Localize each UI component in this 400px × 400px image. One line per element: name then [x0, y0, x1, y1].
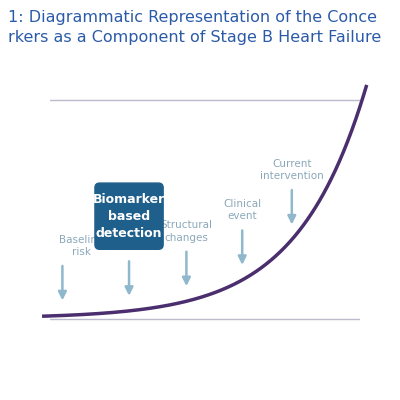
Text: Earliest
molecular
detection: Earliest molecular detection [103, 218, 155, 252]
Text: Baseline
risk: Baseline risk [59, 234, 104, 257]
Text: rkers as a Component of Stage B Heart Failure: rkers as a Component of Stage B Heart Fa… [8, 30, 381, 45]
FancyBboxPatch shape [95, 183, 163, 249]
Text: Clinical
event: Clinical event [223, 199, 261, 222]
Text: 1: Diagrammatic Representation of the Conce: 1: Diagrammatic Representation of the Co… [8, 10, 377, 25]
Text: Structural
changes: Structural changes [160, 220, 212, 243]
Text: Current
intervention: Current intervention [260, 159, 324, 181]
Text: Biomarker
based
detection: Biomarker based detection [93, 193, 165, 240]
